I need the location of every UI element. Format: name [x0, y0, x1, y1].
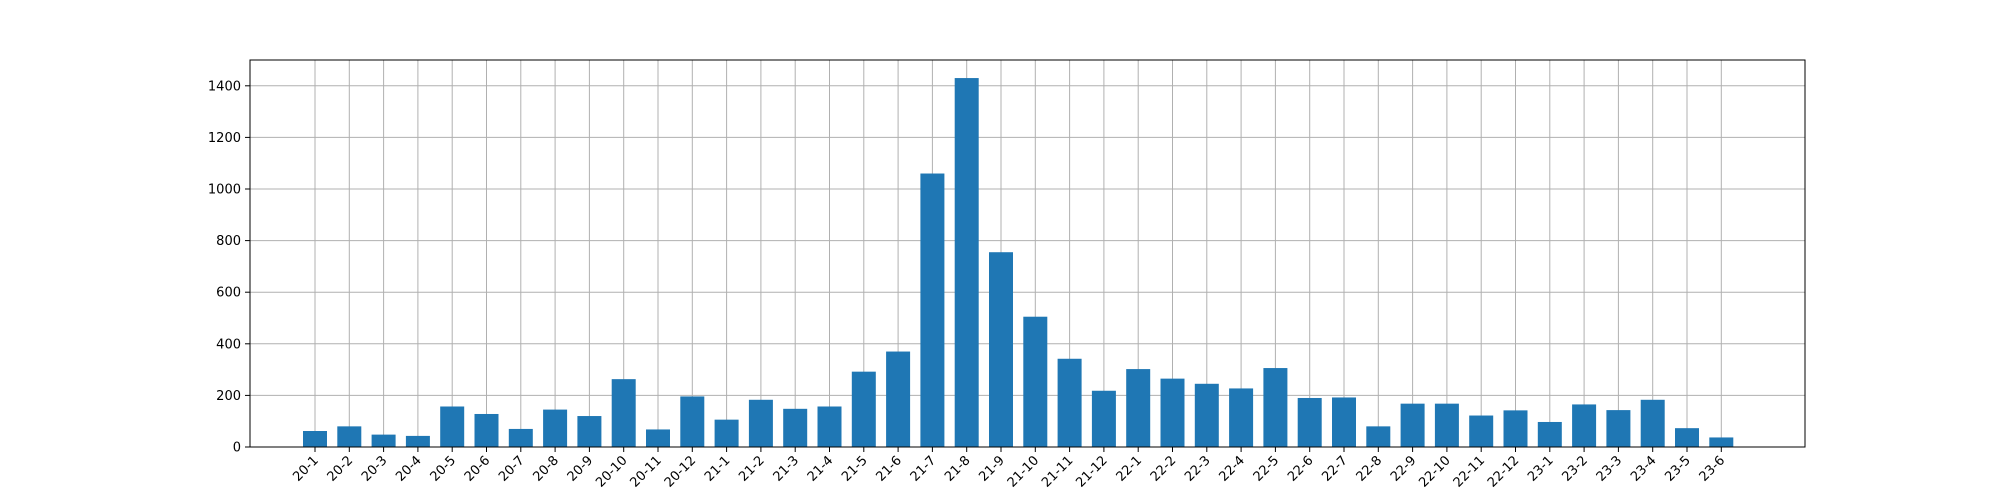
bar-23-6 [1709, 437, 1734, 447]
x-tick-label: 21-8 [942, 453, 973, 484]
bar-20-12 [680, 396, 705, 447]
x-tick-label: 23-5 [1662, 453, 1693, 484]
x-tick-label: 20-4 [393, 453, 424, 484]
x-tick-label: 22-10 [1416, 453, 1453, 490]
bar-21-9 [989, 252, 1013, 447]
x-tick-label: 20-10 [593, 453, 630, 490]
y-tick-label: 0 [233, 441, 241, 456]
bar-22-12 [1503, 410, 1528, 447]
x-tick-label: 20-3 [359, 453, 390, 484]
x-tick-label: 22-7 [1319, 453, 1350, 484]
bar-23-3 [1606, 410, 1631, 447]
bar-20-7 [508, 428, 533, 447]
x-tick-label: 22-12 [1485, 453, 1522, 490]
bar-22-8 [1366, 426, 1391, 447]
bar-20-3 [371, 434, 396, 447]
x-tick-label: 22-9 [1388, 453, 1419, 484]
x-tick-label: 21-9 [976, 453, 1007, 484]
bar-22-4 [1229, 388, 1254, 447]
grid-lines [250, 60, 1805, 448]
x-tick-label: 20-8 [530, 453, 561, 484]
bar-20-5 [440, 406, 465, 447]
x-tick-label: 22-6 [1285, 453, 1316, 484]
bar-21-5 [851, 371, 876, 447]
bar-21-6 [886, 351, 911, 447]
x-tick-label: 20-2 [325, 453, 356, 484]
bar-21-1 [714, 419, 739, 447]
x-tick-label: 23-4 [1628, 453, 1659, 484]
x-tick-label: 20-9 [565, 453, 596, 484]
x-tick-label: 22-5 [1251, 453, 1282, 484]
x-tick-label: 21-3 [771, 453, 802, 484]
x-tick-label: 21-10 [1005, 453, 1042, 490]
bar-20-11 [646, 429, 670, 447]
x-tick-label: 21-6 [873, 453, 904, 484]
bar-23-5 [1675, 428, 1699, 447]
bar-20-1 [303, 431, 327, 447]
plot-frame [249, 59, 1806, 448]
x-tick-label: 20-11 [628, 453, 665, 490]
bar-22-10 [1434, 403, 1459, 447]
x-tick-label: 21-12 [1073, 453, 1110, 490]
bar-23-1 [1537, 421, 1562, 447]
x-tick-label: 22-2 [1148, 453, 1179, 484]
bar-22-3 [1194, 383, 1219, 447]
bar-20-9 [577, 416, 602, 447]
x-tick-label: 21-7 [908, 453, 939, 484]
bar-21-3 [783, 408, 808, 447]
bar-22-7 [1332, 397, 1356, 447]
bar-22-6 [1297, 397, 1322, 447]
bar-21-7 [920, 173, 945, 447]
y-axis-ticks: 0 200 400 600 800 1000 1200 1400 [208, 79, 250, 456]
x-tick-label: 20-7 [496, 453, 527, 484]
x-tick-label: 21-1 [702, 453, 733, 484]
x-tick-label: 22-8 [1354, 453, 1385, 484]
bar-20-4 [405, 435, 430, 447]
y-tick-label: 1000 [208, 183, 241, 198]
x-tick-label: 23-3 [1594, 453, 1625, 484]
x-tick-label: 21-4 [805, 453, 836, 484]
y-tick-label: 400 [216, 337, 241, 352]
x-tick-label: 20-12 [662, 453, 699, 490]
bar-22-5 [1263, 368, 1288, 447]
x-tick-label: 21-5 [839, 453, 870, 484]
bar-20-8 [543, 409, 568, 447]
x-tick-label: 23-2 [1559, 453, 1590, 484]
axes [249, 59, 1806, 448]
x-tick-label: 23-1 [1525, 453, 1556, 484]
bar-22-9 [1400, 403, 1425, 447]
bar-21-8 [954, 78, 979, 447]
x-axis-ticks: 20-1 20-2 20-3 20-4 20-5 20-6 20-7 20-8 20-920-1… [290, 447, 1728, 491]
y-tick-label: 1400 [208, 79, 241, 94]
bar-21-2 [748, 399, 773, 447]
bar-21-10 [1023, 316, 1048, 447]
x-tick-label: 21-11 [1039, 453, 1076, 490]
bar-20-6 [474, 413, 499, 447]
y-tick-label: 800 [216, 234, 241, 249]
x-tick-label: 22-11 [1451, 453, 1488, 490]
x-tick-label: 22-3 [1182, 453, 1213, 484]
x-tick-label: 20-1 [290, 453, 321, 484]
bar-20-2 [337, 426, 362, 447]
x-tick-label: 22-4 [1216, 453, 1247, 484]
bar-22-11 [1469, 415, 1494, 447]
bar-21-12 [1091, 390, 1116, 447]
y-tick-label: 600 [216, 286, 241, 301]
bar-21-4 [817, 406, 842, 447]
x-tick-label: 20-6 [462, 453, 493, 484]
bars [303, 78, 1734, 447]
bar-23-4 [1640, 399, 1665, 447]
bar-22-1 [1126, 369, 1151, 447]
y-tick-label: 1200 [208, 131, 241, 146]
x-tick-label: 22-1 [1114, 453, 1145, 484]
bar-23-2 [1572, 404, 1597, 447]
x-tick-label: 20-5 [428, 453, 459, 484]
y-tick-label: 200 [216, 389, 241, 404]
bar-21-11 [1057, 358, 1082, 447]
bar-20-10 [611, 379, 636, 447]
bar-22-2 [1160, 378, 1185, 447]
x-tick-label: 23-6 [1697, 453, 1728, 484]
x-tick-label: 21-2 [736, 453, 767, 484]
